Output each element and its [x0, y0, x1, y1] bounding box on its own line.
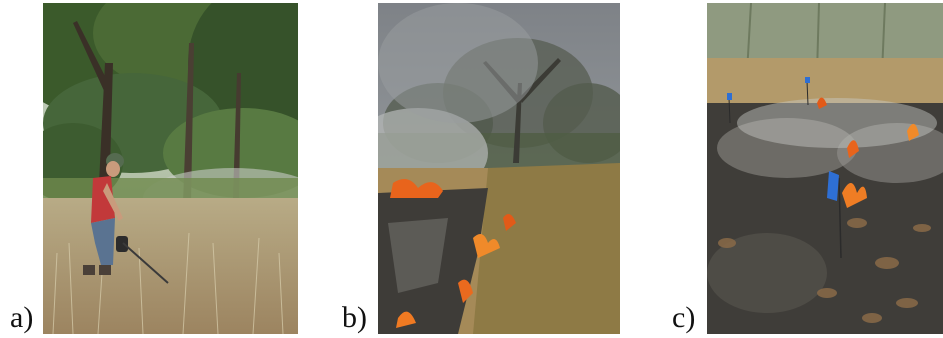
photo-b-image — [378, 3, 620, 334]
photo-c-burned-plot — [707, 3, 943, 334]
photo-b-flame-front — [378, 3, 620, 334]
photo-a-drip-torch-ignition — [43, 3, 298, 334]
panel-label-b: b) — [342, 301, 367, 334]
photo-c-image — [707, 3, 943, 334]
panel-label-a: a) — [10, 301, 34, 334]
panel-label-c: c) — [672, 301, 696, 334]
photo-a-image — [43, 3, 298, 334]
